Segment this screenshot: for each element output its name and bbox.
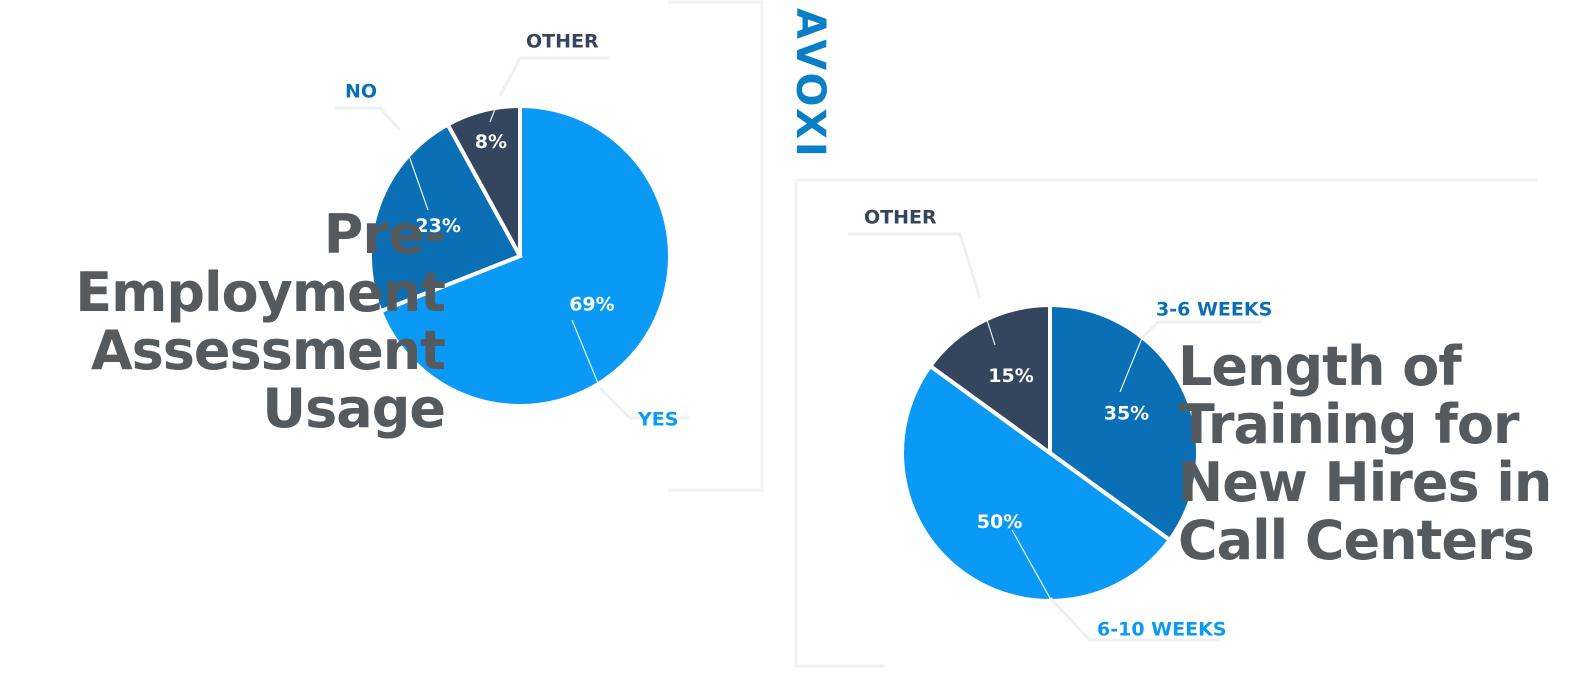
leader-line bbox=[1140, 320, 1262, 340]
category-label: NO bbox=[345, 81, 377, 103]
category-label: 3-6 WEEKS bbox=[1156, 299, 1272, 321]
leader-line bbox=[598, 386, 690, 420]
chart-title: Length of Training for New Hires in Call… bbox=[1178, 335, 1552, 572]
chart-title: Pre-Employment Assessment Usage bbox=[75, 203, 446, 440]
category-label: OTHER bbox=[864, 207, 937, 229]
leader-line bbox=[498, 56, 610, 97]
value-label: 8% bbox=[475, 131, 507, 153]
pie-slice bbox=[377, 103, 672, 408]
pie-slice bbox=[445, 103, 522, 257]
value-label: 69% bbox=[569, 293, 614, 315]
category-label: 6-10 WEEKS bbox=[1097, 619, 1226, 641]
leader-line bbox=[1048, 596, 1220, 642]
pie-slice bbox=[1048, 302, 1200, 543]
category-label: YES bbox=[637, 409, 678, 431]
value-label: 15% bbox=[988, 365, 1033, 387]
value-label: 23% bbox=[415, 215, 460, 237]
category-label: OTHER bbox=[526, 31, 599, 53]
value-label: 35% bbox=[1104, 403, 1149, 425]
pie-slice bbox=[900, 363, 1173, 603]
panel-lines bbox=[668, 0, 1538, 668]
value-label: 50% bbox=[977, 511, 1022, 533]
pie-slice bbox=[368, 121, 523, 314]
leader-line bbox=[848, 232, 982, 299]
brand-logo: AVOXI bbox=[787, 8, 833, 160]
leader-line bbox=[335, 106, 402, 132]
pie-slice bbox=[927, 302, 1052, 457]
